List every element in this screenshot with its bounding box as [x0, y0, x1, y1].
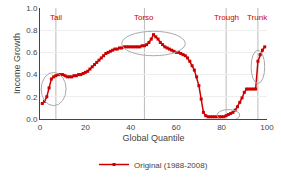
svg-text:0.8: 0.8 — [26, 26, 38, 35]
svg-text:0.4: 0.4 — [26, 70, 38, 79]
svg-text:0: 0 — [38, 123, 43, 132]
svg-text:Original (1988-2008): Original (1988-2008) — [134, 161, 208, 170]
svg-text:0.2: 0.2 — [26, 93, 38, 102]
svg-text:Torso: Torso — [134, 13, 154, 22]
svg-text:40: 40 — [126, 123, 135, 132]
svg-text:Income Growth: Income Growth — [12, 33, 22, 94]
svg-text:Trough: Trough — [214, 13, 239, 22]
svg-text:1.0: 1.0 — [26, 4, 38, 13]
svg-text:20: 20 — [81, 123, 90, 132]
svg-text:60: 60 — [172, 123, 181, 132]
svg-text:100: 100 — [260, 123, 274, 132]
svg-text:Tail: Tail — [50, 13, 62, 22]
svg-text:0.0: 0.0 — [26, 115, 38, 124]
svg-text:Trunk: Trunk — [247, 13, 268, 22]
svg-text:80: 80 — [217, 123, 226, 132]
svg-text:0.6: 0.6 — [26, 48, 38, 57]
svg-text:Global Quantile: Global Quantile — [122, 133, 184, 143]
